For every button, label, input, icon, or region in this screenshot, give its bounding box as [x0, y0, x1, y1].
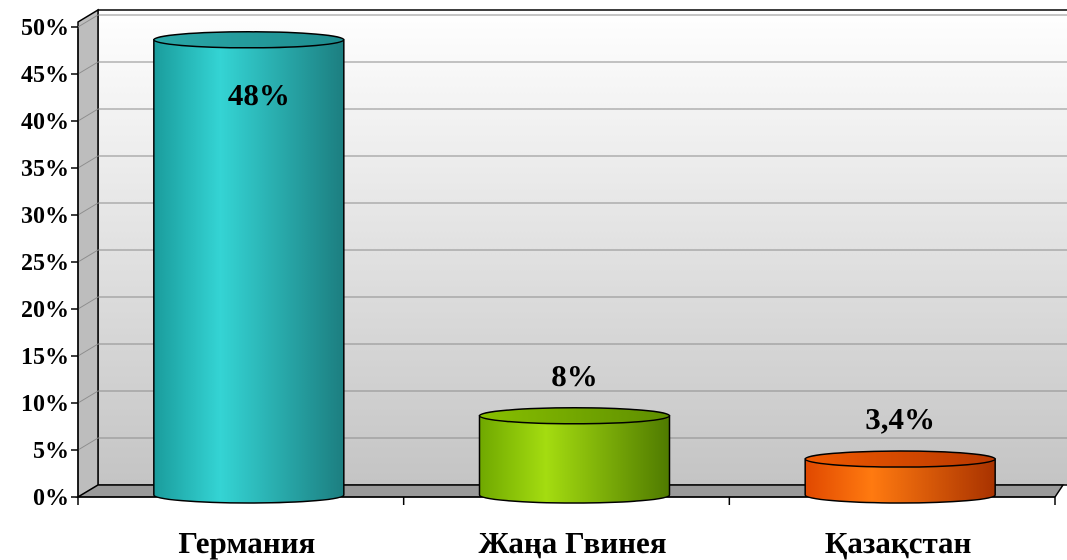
- bar: [153, 31, 345, 504]
- y-tick-label: 50%: [21, 15, 69, 41]
- gridline-side: [77, 14, 99, 28]
- data-label: 48%: [228, 77, 290, 112]
- bar-body: [153, 39, 345, 504]
- gridline-side: [77, 437, 99, 451]
- gridline-side: [77, 343, 99, 357]
- y-tick-label: 35%: [21, 156, 69, 182]
- y-tick-label: 40%: [21, 109, 69, 135]
- x-tick-label: Қазақстан: [825, 525, 972, 560]
- bar-top: [153, 31, 345, 49]
- data-labels: 48% 8% 3,4%: [228, 77, 935, 436]
- gridline-side: [77, 249, 99, 263]
- y-tick-label: 0%: [33, 485, 69, 511]
- y-tick-label: 5%: [33, 438, 69, 464]
- gridline-side: [77, 108, 99, 122]
- gridline-side: [77, 61, 99, 75]
- y-tick-label: 20%: [21, 297, 69, 323]
- data-label: 8%: [551, 358, 598, 393]
- gridline-side: [77, 202, 99, 216]
- gridline-side: [77, 296, 99, 310]
- chart-side-wall: [77, 8, 99, 499]
- bar: [478, 407, 671, 504]
- bar-top: [478, 407, 671, 425]
- bar-top: [804, 450, 996, 468]
- x-tick-label: Жаңа Гвинея: [478, 525, 666, 560]
- bar: [804, 450, 996, 504]
- y-tick-label: 25%: [21, 250, 69, 276]
- data-label: 3,4%: [865, 401, 935, 436]
- y-axis: 0% 5% 10% 15% 20% 25% 30% 35% 40% 45% 50%: [21, 15, 79, 511]
- y-tick-label: 10%: [21, 391, 69, 417]
- y-tick-label: 45%: [21, 62, 69, 88]
- x-tick-label: Германия: [178, 525, 315, 560]
- gridline-side: [77, 155, 99, 169]
- x-axis: Германия Жаңа Гвинея Қазақстан: [77, 496, 1056, 560]
- y-tick-label: 15%: [21, 344, 69, 370]
- bar-body: [804, 458, 996, 504]
- y-tick-label: 30%: [21, 203, 69, 229]
- bar-series: [153, 31, 996, 504]
- gridline-side: [77, 390, 99, 404]
- bar-body: [478, 415, 671, 504]
